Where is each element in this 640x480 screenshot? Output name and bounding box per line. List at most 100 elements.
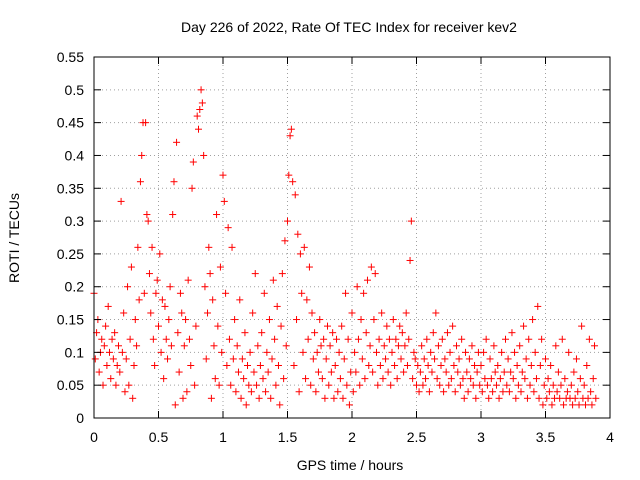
data-point [413,381,420,389]
data-point [277,322,285,330]
y-tick-label: 0.35 [57,180,84,196]
data-point [522,355,530,363]
data-point [153,276,161,284]
data-point [329,329,337,337]
data-point [304,335,312,343]
data-point [480,348,488,356]
data-point [293,316,301,324]
data-point [213,211,221,219]
data-point [147,309,155,317]
data-point [592,394,600,402]
data-point [121,388,129,396]
data-point [416,368,424,376]
data-point [357,316,365,324]
data-point [449,322,457,330]
data-point [583,361,591,369]
data-point [394,342,402,350]
data-point [349,388,357,396]
data-point [109,355,117,363]
data-point [100,342,108,350]
data-point [507,368,515,376]
x-tick-label: 0 [90,429,98,445]
data-point [171,401,179,409]
data-point [104,302,112,310]
data-point [305,263,313,271]
data-point [311,329,319,337]
data-point [211,375,219,383]
y-tick-label: 0.05 [57,377,84,393]
data-point [397,355,405,363]
x-tick-label: 2 [348,429,356,445]
data-point [481,375,489,383]
data-point [438,335,446,343]
grid-lines [94,57,610,418]
data-point [214,322,222,330]
data-point [175,368,183,376]
data-point [131,316,139,324]
x-axis-label: GPS time / hours [297,457,404,473]
data-point [244,361,252,369]
data-point [313,348,321,356]
data-point [191,381,199,389]
data-point [422,375,430,383]
data-point [196,106,204,114]
data-points [90,86,600,409]
data-point [584,394,592,402]
data-point [267,394,275,402]
data-point [356,381,364,389]
data-point [476,381,484,389]
data-point [309,355,317,363]
data-point [392,335,400,343]
data-point [116,368,124,376]
data-point [151,361,159,369]
data-point [229,355,237,363]
data-point [285,171,293,179]
data-point [187,361,195,369]
data-point [428,368,436,376]
data-point [539,401,547,409]
data-point [576,375,584,383]
data-point [353,283,361,291]
data-point [256,361,264,369]
data-point [240,375,248,383]
data-point [378,309,386,317]
data-point [165,316,173,324]
data-point [276,401,284,409]
data-point [260,289,268,297]
x-tick-label: 1 [219,429,227,445]
data-point [202,355,210,363]
data-point [468,342,476,350]
data-point [532,375,540,383]
data-point [331,361,339,369]
data-point [373,348,381,356]
data-point [358,355,366,363]
data-point [570,368,578,376]
data-point [424,361,432,369]
data-point [571,394,579,402]
data-point [127,263,135,271]
data-point [502,335,510,343]
data-point [157,348,165,356]
data-point [222,289,230,297]
x-tick-label: 4 [606,429,614,445]
data-point [236,296,244,304]
data-point [273,302,281,310]
data-point [409,375,417,383]
data-point [410,348,418,356]
data-point [134,243,142,251]
data-point [173,138,181,146]
data-point [472,394,480,402]
data-point [379,375,387,383]
data-point [578,322,586,330]
data-point [585,335,593,343]
data-point [326,342,334,350]
data-point [263,348,271,356]
data-point [512,394,520,402]
data-point [317,342,325,350]
data-point [556,394,564,402]
data-point [572,355,580,363]
data-point [496,375,504,383]
data-point [534,302,542,310]
data-point [215,381,223,389]
data-point [436,381,444,389]
